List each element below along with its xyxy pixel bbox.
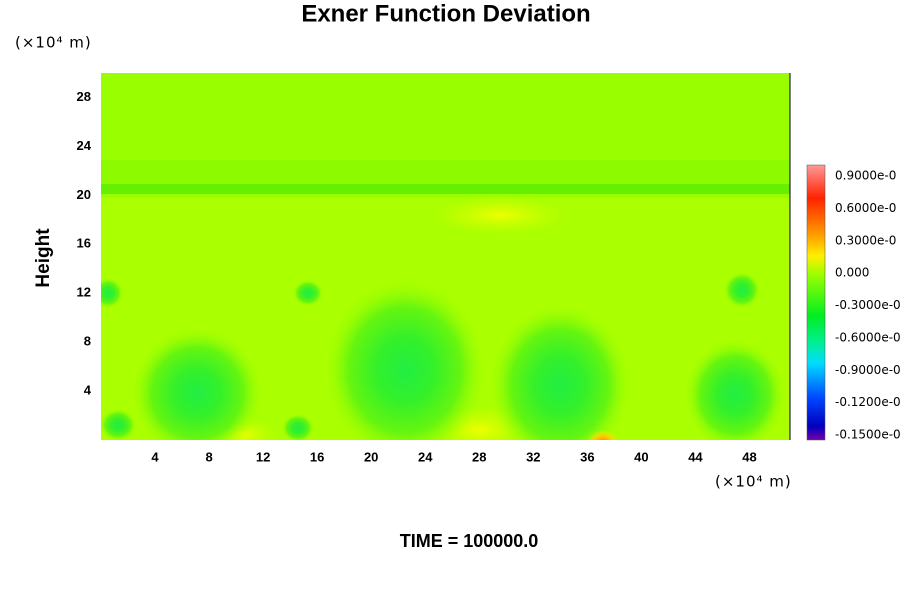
colorbar-label: -0.9000e-0 [835, 363, 900, 377]
y-axis-label: Height [33, 228, 54, 288]
colorbar-label: -0.1500e-0 [835, 428, 900, 442]
x-tick-label: 32 [526, 449, 540, 464]
colorbar-label: -0.6000e-0 [835, 330, 900, 344]
contour-field [101, 73, 790, 440]
x-tick-label: 36 [580, 449, 594, 464]
x-tick-label: 48 [742, 449, 756, 464]
x-tick-label: 44 [688, 449, 703, 464]
chart-title: Exner Function Deviation [301, 0, 590, 27]
x-tick-label: 20 [364, 449, 378, 464]
colorbar-label: 0.000 [835, 266, 869, 280]
y-tick-label: 4 [84, 383, 92, 398]
y-tick-label: 24 [77, 138, 92, 153]
colorbar-label: 0.6000e-0 [835, 201, 896, 215]
colorbar [806, 164, 826, 441]
x-unit: (×10⁴ m) [715, 473, 792, 491]
y-unit: (×10⁴ m) [15, 34, 92, 52]
y-tick-label: 8 [84, 334, 91, 349]
x-tick-label: 40 [634, 449, 648, 464]
colorbar-label: -0.1200e-0 [835, 395, 900, 409]
x-tick-label: 28 [472, 449, 486, 464]
x-tick-label: 4 [151, 449, 159, 464]
x-tick-label: 8 [205, 449, 212, 464]
colorbar-label: 0.3000e-0 [835, 233, 896, 247]
x-tick-label: 16 [310, 449, 324, 464]
y-tick-label: 28 [77, 89, 91, 104]
footer: TIME = 100000.0 [400, 531, 539, 551]
y-tick-label: 20 [77, 187, 91, 202]
y-tick-label: 16 [77, 236, 91, 251]
x-tick-label: 24 [418, 449, 433, 464]
colorbar-label: 0.9000e-0 [835, 169, 896, 183]
x-tick-label: 12 [256, 449, 270, 464]
colorbar-label: -0.3000e-0 [835, 298, 900, 312]
y-tick-label: 12 [77, 285, 91, 300]
